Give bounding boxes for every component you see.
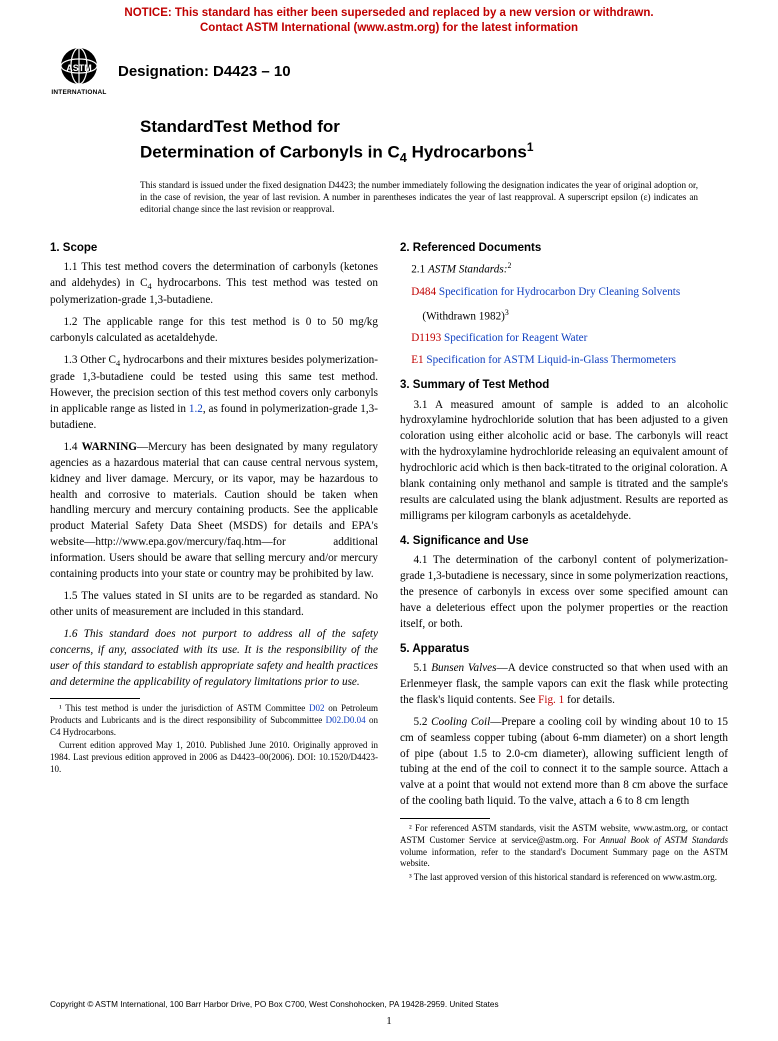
link-d02[interactable]: D02 — [309, 703, 325, 713]
right-column: 2. Referenced Documents 2.1 ASTM Standar… — [400, 232, 728, 886]
scope-heading: 1. Scope — [50, 240, 378, 256]
header-row: ASTM INTERNATIONAL Designation: D4423 – … — [0, 38, 778, 102]
warning-label: WARNING — [82, 441, 137, 453]
footnote-rule-left — [50, 698, 140, 699]
left-column: 1. Scope 1.1 This test method covers the… — [50, 232, 378, 886]
svg-text:ASTM: ASTM — [66, 63, 92, 73]
apparatus-5-2: 5.2 Cooling Coil—Prepare a cooling coil … — [400, 715, 728, 810]
footnote-1b: Current edition approved May 1, 2010. Pu… — [50, 740, 378, 775]
apparatus-heading: 5. Apparatus — [400, 641, 728, 657]
scope-1-3: 1.3 Other C4 hydrocarbons and their mixt… — [50, 353, 378, 434]
scope-1-5: 1.5 The values stated in SI units are to… — [50, 589, 378, 621]
scope-1-1: 1.1 This test method covers the determin… — [50, 260, 378, 309]
link-d02d004[interactable]: D02.D0.04 — [326, 715, 366, 725]
summary-3-1: 3.1 A measured amount of sample is added… — [400, 398, 728, 525]
ref-d484-tail: (Withdrawn 1982)3 — [400, 307, 728, 326]
notice-banner: NOTICE: This standard has either been su… — [0, 0, 778, 38]
ref-d1193: D1193 Specification for Reagent Water — [400, 331, 728, 347]
designation-label: Designation: D4423 – 10 — [118, 63, 291, 80]
page-footer: Copyright © ASTM International, 100 Barr… — [0, 1000, 778, 1027]
copyright-text: Copyright © ASTM International, 100 Barr… — [50, 1000, 728, 1009]
standard-title: StandardTest Method for Determination of… — [140, 116, 718, 166]
sig-4-1: 4.1 The determination of the carbonyl co… — [400, 553, 728, 633]
footnotes-right: ² For referenced ASTM standards, visit t… — [400, 823, 728, 883]
refdocs-heading: 2. Referenced Documents — [400, 240, 728, 256]
refdocs-2-1: 2.1 ASTM Standards:2 — [400, 260, 728, 279]
title-block: StandardTest Method for Determination of… — [0, 102, 778, 172]
link-d484[interactable]: D484 — [411, 286, 436, 298]
notice-line1: NOTICE: This standard has either been su… — [124, 7, 653, 19]
page-number: 1 — [50, 1015, 728, 1027]
scope-1-4: 1.4 WARNING—Mercury has been designated … — [50, 440, 378, 583]
body-columns: 1. Scope 1.1 This test method covers the… — [0, 226, 778, 886]
link-d1193[interactable]: D1193 — [411, 332, 441, 344]
footnote-rule-right — [400, 818, 490, 819]
title-line2a: Determination of Carbonyls in C — [140, 142, 400, 161]
title-line2b: Hydrocarbons — [407, 142, 527, 161]
astm-logo: ASTM INTERNATIONAL — [50, 46, 108, 98]
title-line1: StandardTest Method for — [140, 117, 340, 136]
scope-1-2: 1.2 The applicable range for this test m… — [50, 315, 378, 347]
footnote-1: ¹ This test method is under the jurisdic… — [50, 703, 378, 738]
notice-line2: Contact ASTM International (www.astm.org… — [200, 22, 578, 34]
ref-d484: D484 Specification for Hydrocarbon Dry C… — [400, 285, 728, 301]
summary-heading: 3. Summary of Test Method — [400, 377, 728, 393]
sig-heading: 4. Significance and Use — [400, 533, 728, 549]
scope-1-6: 1.6 This standard does not purport to ad… — [50, 627, 378, 691]
link-e1[interactable]: E1 — [411, 354, 423, 366]
apparatus-5-1: 5.1 Bunsen Valves—A device constructed s… — [400, 661, 728, 709]
footnotes-left: ¹ This test method is under the jurisdic… — [50, 703, 378, 775]
footnote-3: ³ The last approved version of this hist… — [400, 872, 728, 884]
ref-e1: E1 Specification for ASTM Liquid-in-Glas… — [400, 353, 728, 369]
footnote-2: ² For referenced ASTM standards, visit t… — [400, 823, 728, 870]
issuance-note: This standard is issued under the fixed … — [0, 172, 778, 226]
title-sub: 4 — [400, 150, 407, 165]
title-sup: 1 — [527, 140, 534, 154]
link-fig1[interactable]: Fig. 1 — [538, 694, 564, 706]
ref-1-2-link[interactable]: 1.2 — [189, 403, 203, 415]
svg-text:INTERNATIONAL: INTERNATIONAL — [51, 89, 106, 96]
